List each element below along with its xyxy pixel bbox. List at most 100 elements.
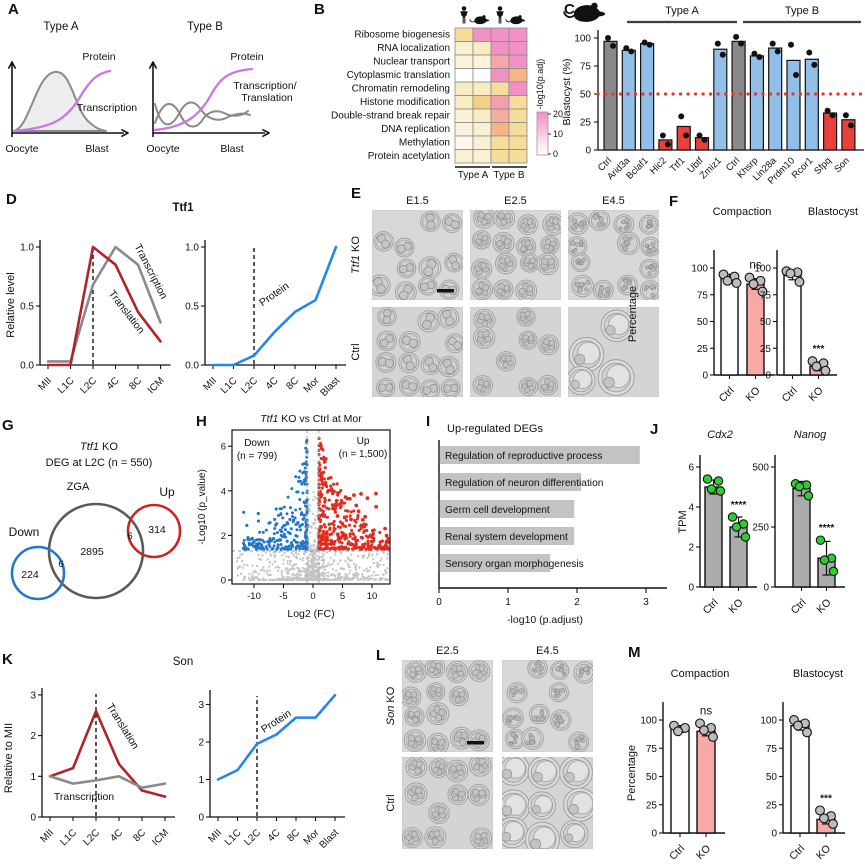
data-point [819,813,829,824]
venn-set-label: Up [159,485,175,499]
x-tick-label: Son [832,155,852,175]
mouse-icon [505,15,526,25]
panel-a-schematic: Type A Type B Protein Transcription Protein T… [5,21,296,155]
heatmap-cell [454,41,474,56]
x-axis-title: Log2 (FC) [287,608,334,620]
bar-Ctrl [790,724,810,834]
heatmap-cell [454,95,474,110]
up-label: Up [357,436,370,447]
x-tick-label: KO [694,843,713,862]
heatmap-cell [508,95,528,110]
subplot-title: Compaction [713,206,772,218]
series-label: Protein [259,707,294,735]
bar-Khsrp [749,55,764,151]
heatmap-cell [472,149,492,164]
y-tick-label: 25 [580,118,592,129]
up-count: (n = 1,500) [339,449,388,460]
data-point [738,40,745,47]
go-term-bar [439,446,640,464]
data-point [699,725,709,736]
data-point [819,555,830,565]
go-term-bar [439,527,575,545]
x-tick-label: Ctrl [717,385,737,405]
transcription-translation-curve [154,101,251,126]
heatmap-row-label: Ribosome biogenesis [354,30,450,41]
data-point [806,49,813,56]
transcription-curve [13,71,107,132]
column-header: E4.5 [536,645,559,657]
subplot-title: Compaction [671,668,730,680]
data-point [769,40,776,47]
heatmap-cell [454,122,474,137]
x-tick-label: L2C [81,827,102,848]
y-tick-label: 75 [580,62,592,73]
venn-count: 224 [21,569,39,581]
micrograph-blast [502,757,593,849]
axis-arrow [262,129,270,137]
panel-label-m: M [628,644,641,661]
x-tick-label: -5 [279,591,287,602]
series-label: Transcription [132,242,170,301]
heatmap-cell [490,54,510,69]
heatmap-cell [508,68,528,83]
panel-h-volcano: Ttf1 KO vs Ctrl at Mor -10 -5 0 5 10 0 2 4 6 Log2 … [197,413,391,620]
heatmap-cell [508,135,528,150]
colorbar [536,111,549,156]
heatmap-row-label: Double-strand break repair [331,111,451,122]
panel-label-d: D [6,191,17,208]
human-icon [496,6,504,24]
y-tick-label: 50 [766,772,778,783]
x-tick-label: KO [743,385,762,404]
down-count: (n = 799) [237,451,277,462]
column-header: E1.5 [406,195,429,207]
column-header: E4.5 [602,195,625,207]
subplot-title: Blastocyst [808,206,858,218]
data-point [708,731,718,742]
y-tick-label: 4 [688,503,694,514]
heatmap-cell [508,149,528,164]
micrograph-morula [402,660,493,752]
significance-label: ns [749,260,761,272]
y-tick-label: 50 [760,317,772,328]
data-point [727,512,738,522]
curve-label: Transcription [77,102,137,114]
y-axis-title: Blastocyst (%) [561,58,573,125]
subplot-title: Nanog [794,429,827,441]
y-tick-label: 1 [198,775,204,786]
x-tick-label: L2C [78,375,99,396]
data-point [706,484,717,494]
panel-e-micrographs: E1.5 E2.5 E4.5 Ttf1 KO Ctrl [350,195,659,397]
curve-label: Protein [230,51,263,63]
row-label: Ttf1 KO [350,236,362,274]
panel-label-l: L [376,647,386,664]
y-tick-label: 0 [763,583,769,594]
y-tick-label: 0 [198,813,204,824]
panel-b-heatmap: Ribosome biogenesis RNA localization Nucle… [331,6,563,181]
heatmap-row-label: Cytoplasmic translation [347,70,450,81]
y-tick-label: 2 [198,738,204,749]
heatmap-row-label: Chromatin remodeling [352,84,450,95]
data-point [774,48,781,55]
heatmap-cell [472,122,492,137]
micrograph-morula [470,307,561,397]
x-axis-label: Oocyte [5,143,38,155]
x-tick-label: 3 [643,597,649,608]
data-point [828,566,839,577]
x-tick-label: L1C [58,827,79,848]
y-tick-label: 6 [221,442,226,453]
bar-KO [696,730,716,834]
curve-label: Transcription/ [233,80,296,92]
panel-label-c: C [564,1,575,18]
y-tick-label: 75 [760,290,772,301]
series-line-Transcription [46,245,162,363]
row-label: Ctrl [385,794,397,811]
y-tick-label: 25 [646,800,658,811]
bar-Ctrl [792,487,811,588]
subplot-title: Cdx2 [707,429,733,441]
data-point [702,474,713,484]
y-tick-label: 3 [30,690,36,701]
data-point [802,727,812,738]
y-axis-title: Relative level [5,272,17,337]
